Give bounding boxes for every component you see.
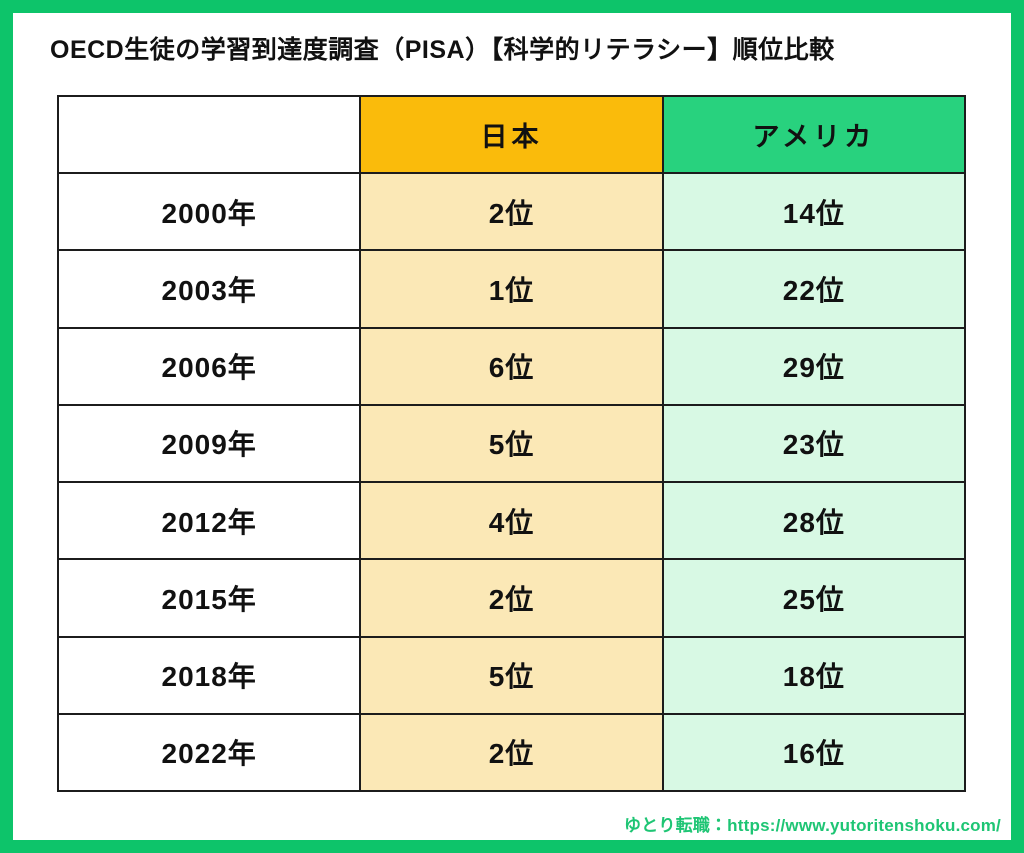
usa-rank-cell: 18位 [661,635,967,715]
japan-rank-cell: 4位 [359,480,664,561]
usa-rank-cell: 16位 [661,712,967,793]
table-row: 2006年 6位 29位 [56,326,967,406]
usa-rank-cell: 14位 [661,171,967,252]
japan-rank-cell: 2位 [359,171,664,252]
usa-rank-cell: 23位 [661,403,967,484]
table-row: 2009年 5位 23位 [56,403,967,484]
table-row: 2012年 4位 28位 [56,480,967,561]
usa-rank-cell: 28位 [661,480,967,561]
usa-rank-cell: 25位 [661,558,967,638]
year-cell: 2018年 [56,635,362,715]
japan-rank-cell: 2位 [359,558,664,638]
table-header: 日本 アメリカ [56,95,967,174]
year-cell: 2003年 [56,249,362,329]
header-row: 日本 アメリカ [56,95,967,174]
year-cell: 2009年 [56,403,362,484]
year-cell: 2000年 [56,171,362,252]
japan-rank-cell: 6位 [359,326,664,406]
japan-rank-cell: 1位 [359,249,664,329]
year-cell: 2006年 [56,326,362,406]
table-row: 2000年 2位 14位 [56,171,967,252]
pisa-ranking-table: 日本 アメリカ 2000年 2位 14位 2003年 1位 22位 2006年 … [56,95,967,793]
page-title: OECD生徒の学習到達度調査（PISA）【科学的リテラシー】順位比較 [50,36,835,64]
japan-rank-cell: 5位 [359,635,664,715]
table-row: 2022年 2位 16位 [56,712,967,793]
year-cell: 2012年 [56,480,362,561]
usa-rank-cell: 29位 [661,326,967,406]
usa-rank-cell: 22位 [661,249,967,329]
table-row: 2018年 5位 18位 [56,635,967,715]
year-cell: 2015年 [56,558,362,638]
table-row: 2003年 1位 22位 [56,249,967,329]
table-body: 2000年 2位 14位 2003年 1位 22位 2006年 6位 29位 2… [56,171,967,793]
table-row: 2015年 2位 25位 [56,558,967,638]
year-cell: 2022年 [56,712,362,793]
site-credit: ゆとり転職：https://www.yutoritenshoku.com/ [623,816,1001,835]
header-cell-usa: アメリカ [661,95,967,174]
japan-rank-cell: 5位 [359,403,664,484]
header-cell-blank [56,95,362,174]
header-cell-japan: 日本 [359,95,664,174]
japan-rank-cell: 2位 [359,712,664,793]
